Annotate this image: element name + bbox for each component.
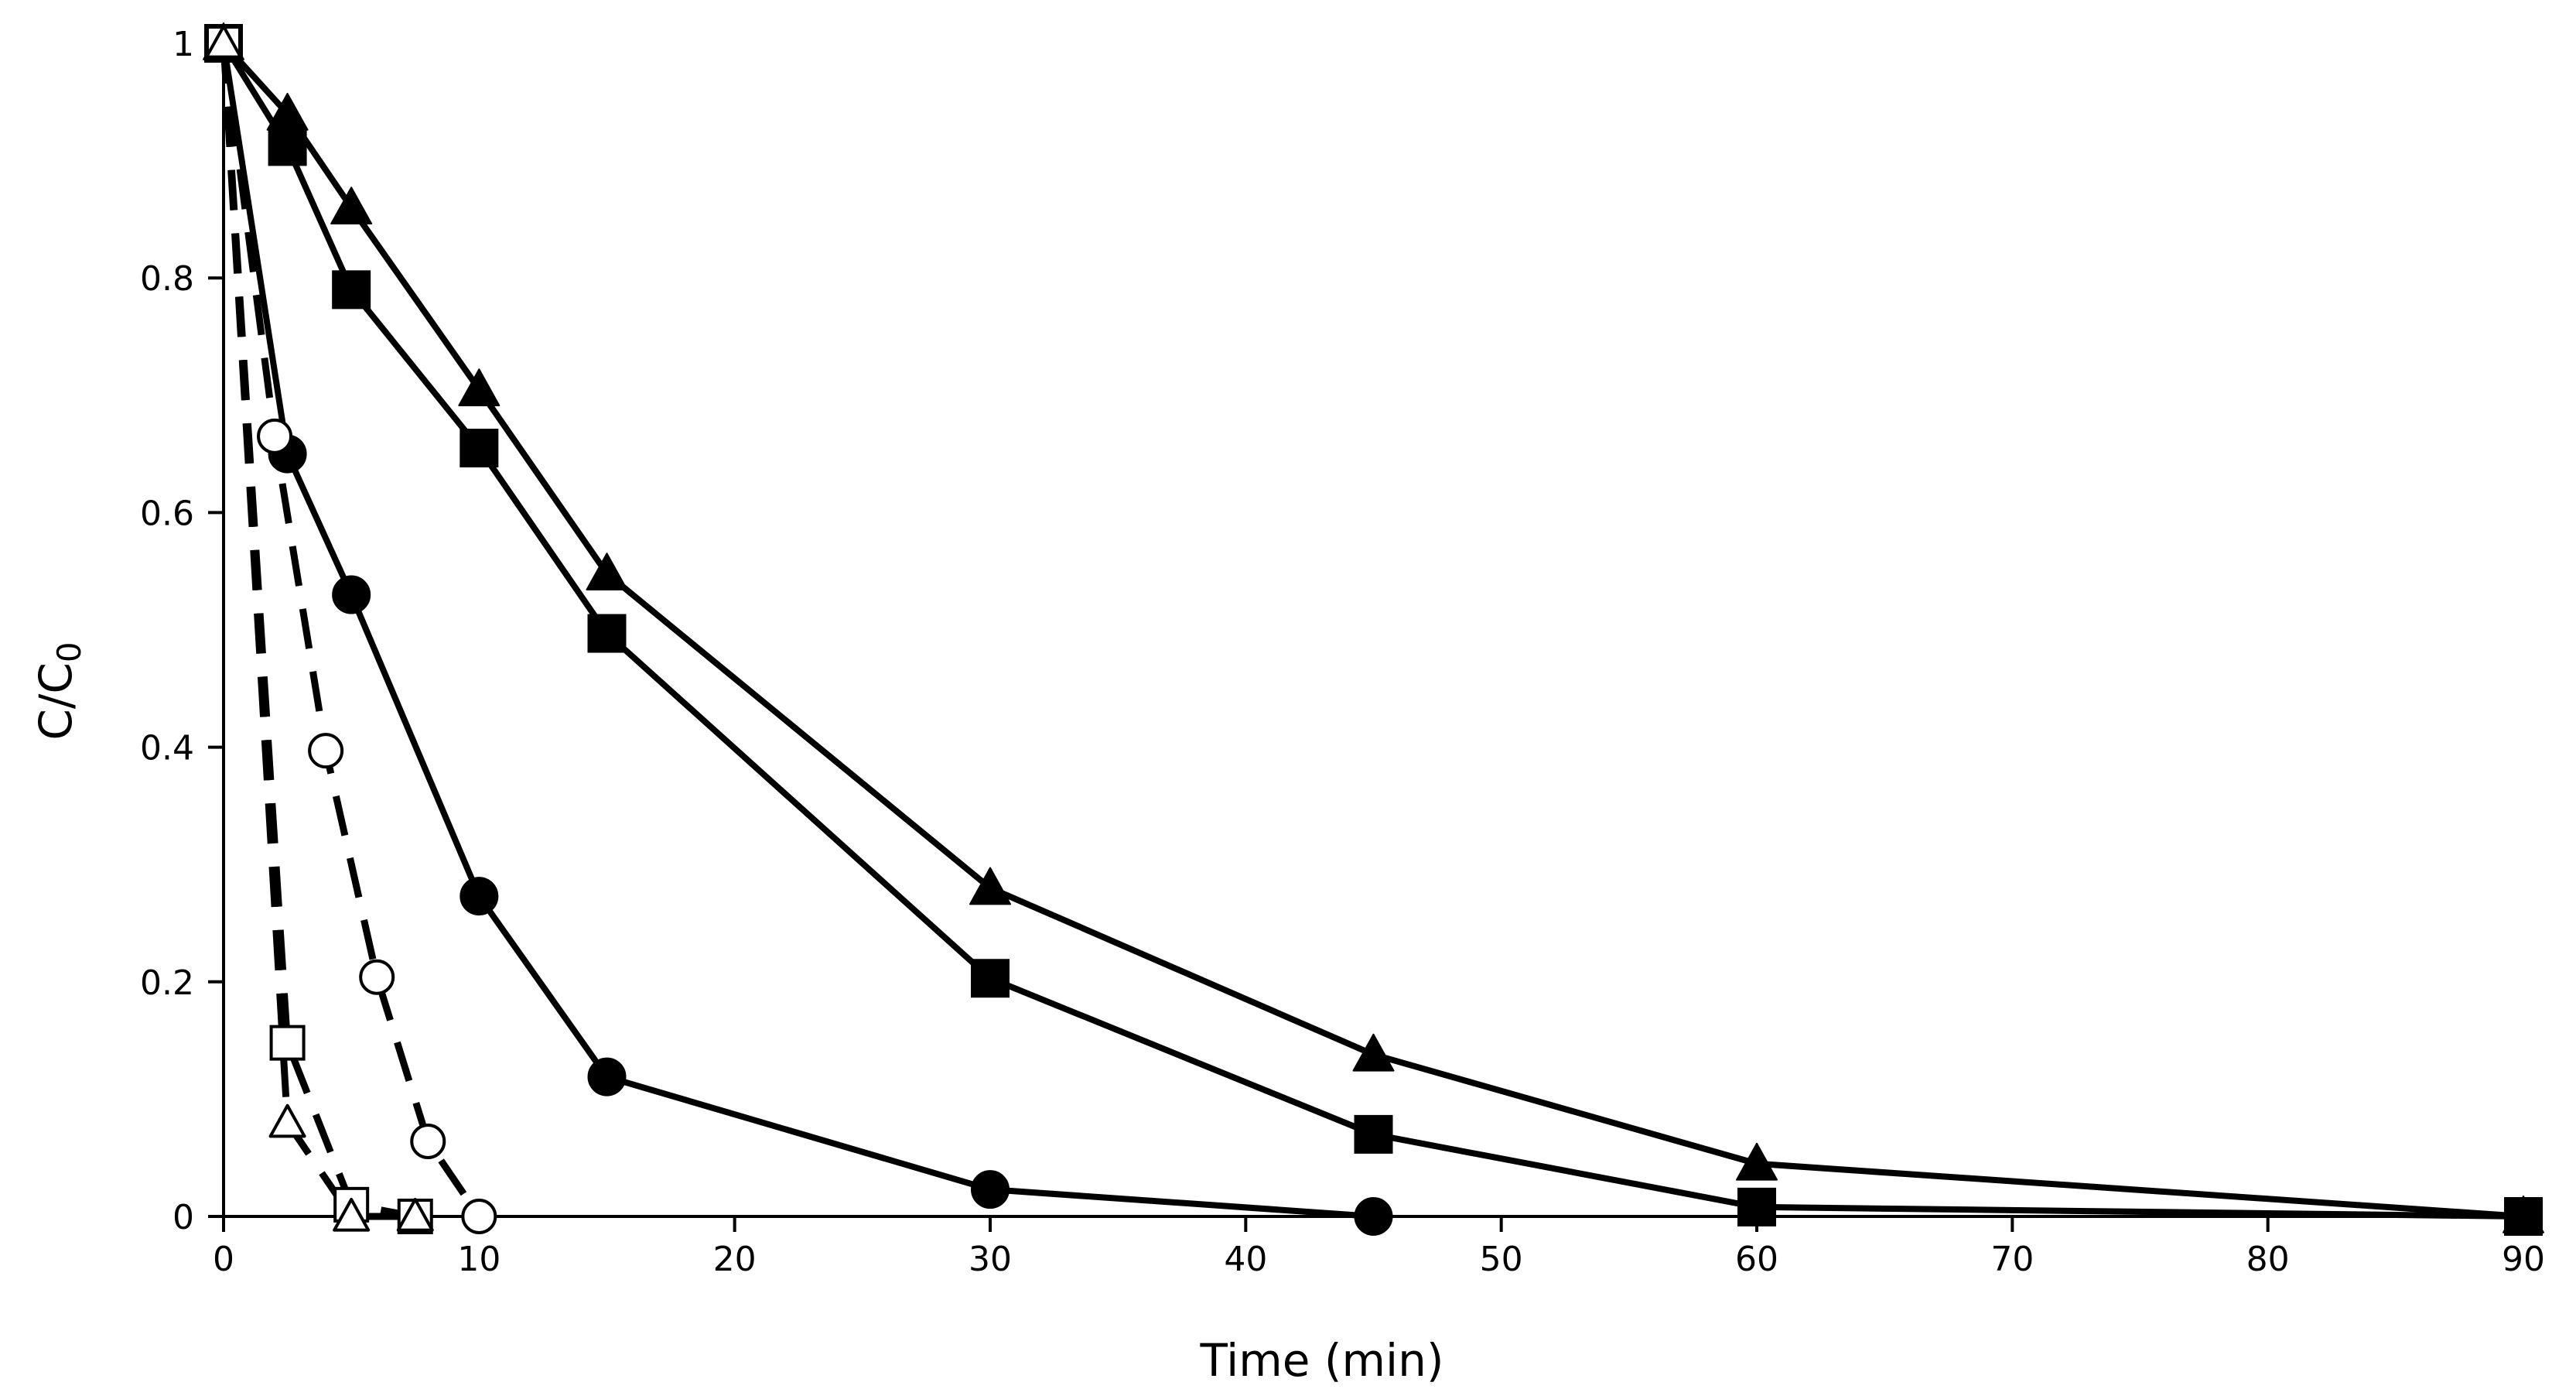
x-tick-label: 60 [1735, 1240, 1778, 1279]
x-tick-label: 20 [713, 1240, 757, 1279]
y-tick-label: 0 [173, 1198, 194, 1237]
y-tick-label: 0.6 [140, 494, 194, 533]
x-tick-label: 10 [457, 1240, 501, 1279]
marker-open-circle [308, 733, 344, 769]
marker-filled-triangle [1736, 1142, 1778, 1181]
series-markers [203, 22, 2544, 1236]
marker-filled-circle [460, 877, 499, 916]
marker-open-square [269, 1025, 306, 1061]
marker-open-triangle [396, 1198, 434, 1232]
marker-open-triangle [268, 1103, 306, 1138]
marker-filled-triangle [330, 186, 373, 225]
marker-filled-square [1737, 1187, 1776, 1226]
y-axis-title-main: C/C [29, 662, 82, 741]
x-tick-label: 70 [1990, 1240, 2034, 1279]
marker-open-circle [410, 1123, 446, 1159]
x-tick-label: 90 [2502, 1240, 2545, 1279]
marker-filled-square [971, 959, 1010, 998]
x-tick-label: 80 [2246, 1240, 2290, 1279]
marker-filled-circle [587, 1057, 627, 1096]
y-tick-label: 0.4 [140, 729, 194, 768]
y-axis-title-subscript: 0 [50, 641, 88, 662]
marker-filled-square [268, 127, 307, 166]
marker-filled-square [587, 614, 627, 653]
y-tick-label: 0.2 [140, 963, 194, 1003]
marker-filled-square [460, 429, 499, 468]
x-axis-title: Time (min) [1199, 1334, 1443, 1387]
marker-filled-triangle [586, 553, 628, 591]
marker-filled-square [332, 270, 371, 310]
marker-filled-circle [332, 575, 371, 614]
series-line-open-square [220, 43, 416, 1220]
tick-labels: 0 10 20 30 40 50 60 70 80 90 0 0.2 0.4 0.6 0.8 1 [140, 25, 2545, 1279]
marker-filled-triangle [1352, 1033, 1395, 1072]
y-tick-label: 1 [173, 25, 194, 64]
marker-filled-triangle [969, 867, 1011, 905]
marker-filled-square [2504, 1197, 2543, 1236]
series-line-filled-circle [220, 43, 1374, 1220]
marker-open-triangle [205, 25, 242, 59]
marker-open-circle [461, 1199, 497, 1234]
series-line-open-triangle [220, 43, 415, 1220]
marker-open-circle [359, 959, 395, 995]
y-axis-title: C/C0 [29, 641, 88, 740]
y-tick-label: 0.8 [140, 259, 194, 299]
series-line-open-circle [220, 43, 483, 1219]
x-tick-label: 0 [213, 1240, 234, 1279]
marker-filled-circle [971, 1170, 1010, 1209]
x-tick-label: 40 [1224, 1240, 1267, 1279]
marker-open-circle [257, 418, 293, 454]
x-tick-label: 30 [969, 1240, 1012, 1279]
marker-filled-triangle [458, 368, 501, 407]
marker-filled-square [1354, 1114, 1393, 1154]
marker-filled-circle [1354, 1197, 1393, 1236]
x-tick-label: 50 [1480, 1240, 1523, 1279]
marker-open-triangle [333, 1198, 371, 1232]
